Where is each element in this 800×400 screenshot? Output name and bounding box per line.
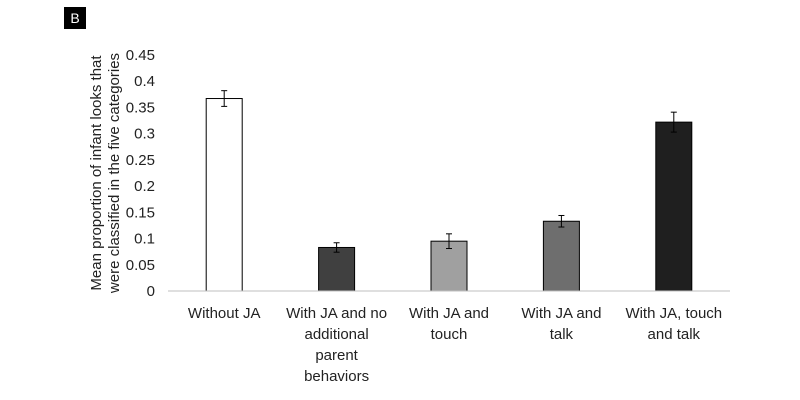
- x-tick-label: With JA and talk: [521, 305, 601, 343]
- y-axis-title-line: Mean proportion of infant looks that: [88, 55, 105, 291]
- y-tick-label: 0.25: [126, 152, 155, 169]
- x-axis-labels: Without JA With JA and no additional parent…: [188, 305, 722, 385]
- y-tick-label: 0.45: [126, 47, 155, 64]
- error-bars: [221, 90, 677, 253]
- x-tick-label: With JA and touch: [409, 305, 489, 343]
- error-bar: [446, 233, 452, 250]
- y-axis-title: Mean proportion of infant looks thatwere…: [88, 53, 123, 294]
- bars: [205, 98, 693, 292]
- bar: [318, 246, 356, 292]
- x-tick-label: With JA, touch and talk: [625, 305, 722, 343]
- y-tick-label: 0.15: [126, 204, 155, 221]
- y-tick-label: 0.2: [134, 178, 155, 195]
- x-tick-label: Without JA: [188, 305, 261, 322]
- error-bar: [670, 111, 677, 133]
- y-tick-label: 0.3: [134, 126, 155, 143]
- y-tick-label: 0.4: [134, 73, 155, 90]
- y-axis-title-line: were classified in the five categories: [106, 53, 123, 294]
- bar: [542, 220, 580, 292]
- error-bar: [333, 242, 340, 253]
- error-bar: [558, 214, 565, 228]
- y-axis-label: Mean proportion of infant looks thatwere…: [88, 53, 123, 294]
- y-tick-label: 0.35: [126, 99, 155, 116]
- bar: [430, 240, 468, 292]
- panel-label: B: [64, 7, 86, 29]
- x-tick-label: With JA and no additional parent behaviors: [286, 305, 387, 385]
- y-axis-ticks: 0 0.05 0.1 0.15 0.2 0.25 0.3 0.35 0.4 0.45: [126, 47, 155, 300]
- bar: [205, 98, 243, 292]
- error-bar: [221, 90, 228, 107]
- bar: [655, 121, 693, 292]
- y-tick-label: 0.1: [134, 231, 155, 248]
- y-tick-label: 0: [147, 283, 155, 300]
- y-tick-label: 0.05: [126, 257, 155, 274]
